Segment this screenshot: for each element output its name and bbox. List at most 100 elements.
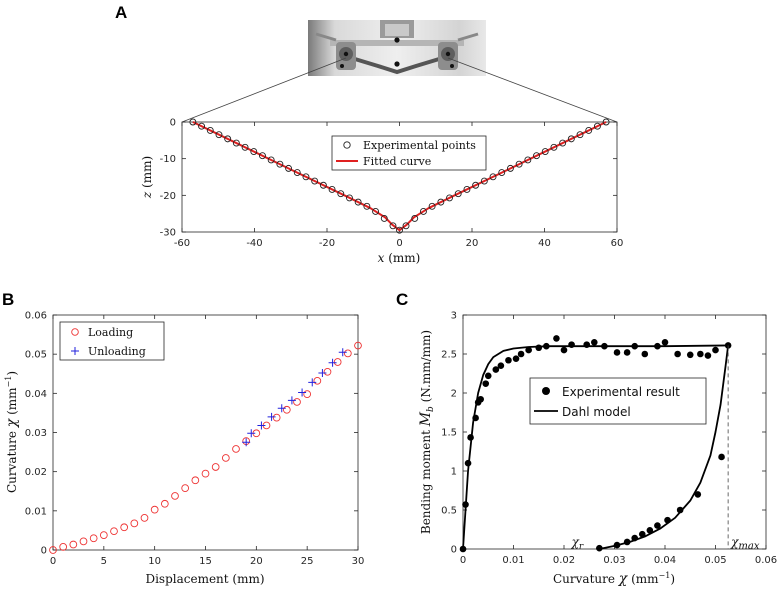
chart-b-data-point	[333, 358, 342, 366]
chart-a-data-point	[372, 208, 380, 215]
chart-a-data-point	[419, 208, 427, 215]
chart-a-data-point	[302, 173, 310, 181]
chart-b-data-point	[313, 376, 322, 385]
chart-c-data-point	[492, 366, 500, 373]
chart-b-xtick-label: 25	[301, 556, 314, 567]
chart-b-ytick-label: 0.05	[25, 350, 47, 361]
chart-c-data-point	[654, 342, 661, 350]
chart-a-data-point	[285, 164, 293, 172]
chart-b-data-point	[298, 388, 307, 397]
chart-c-data-point	[467, 434, 474, 441]
chart-a-legend: Experimental points Fitted curve	[331, 135, 487, 171]
chart-a-data-point	[224, 135, 232, 143]
chart-a-data-point	[380, 214, 388, 222]
chart-b-data-point	[171, 492, 179, 500]
chart-a-ytick-label: -10	[160, 154, 176, 165]
legend-a-marker-experimental	[343, 141, 351, 149]
chart-b-ytick-label: 0.03	[25, 428, 47, 439]
chart-b-data-point	[323, 367, 332, 376]
chart-c-data-point	[674, 350, 681, 358]
chart-c-data-point	[596, 544, 603, 552]
chart-c-data-point	[484, 372, 492, 380]
chart-b-xtick-label: 0	[50, 556, 56, 567]
chart-b-data-point	[201, 469, 210, 478]
chart-b-legend: Loading Unloading	[59, 321, 165, 361]
chart-a-data-point	[267, 156, 275, 164]
chart-a-data-point	[328, 186, 336, 193]
chart-a-data-point	[189, 118, 197, 126]
chart-c-series-line	[462, 344, 729, 550]
chart-b-data-point	[89, 534, 98, 543]
legend-c-label-dahl: Dahl model	[562, 405, 631, 419]
chart-a-data-point	[198, 122, 206, 130]
chart-a-ylabel: z (mm)	[140, 156, 154, 199]
chart-b-data-point	[130, 519, 139, 528]
chart-c-series-line	[599, 345, 730, 550]
chart-c-xtick-label: 0.01	[502, 555, 524, 566]
chart-b-data-point	[232, 445, 240, 453]
chart-b-data-point	[191, 476, 200, 485]
chart-c-data-point	[623, 538, 631, 546]
chart-a-data-point	[585, 126, 593, 134]
chart-b-data-point	[293, 398, 301, 406]
chart-c-data-point	[631, 534, 638, 542]
chart-b-xtick-label: 30	[352, 556, 365, 567]
chart-a-data-point	[354, 198, 362, 206]
chart-a-data-point	[593, 122, 601, 130]
chart-c: 0 0.01 0.02 0.03 0.04 0.05 0.06 0 0.5 1 1.5 2 2.5 3 χ…	[418, 311, 777, 588]
chart-a-data-point	[389, 222, 397, 230]
chart-c-data-point	[664, 516, 671, 524]
chart-a-data-point	[276, 160, 284, 168]
chart-c-ylabel: Bending moment Mb (N.mm/mm)	[418, 330, 436, 534]
chart-b-data-point	[282, 405, 291, 414]
chart-b-data-point	[49, 546, 57, 554]
chart-c-xtick-label: 0.05	[704, 555, 726, 566]
chart-c-data-point	[613, 349, 621, 356]
chart-c-data-point	[661, 339, 669, 346]
chart-a-data-point	[206, 126, 214, 134]
chart-c-data-point	[697, 350, 704, 358]
chart-b-data-point	[354, 341, 362, 350]
chart-a-xtick-label: -40	[246, 238, 262, 249]
chart-c-data-point	[686, 351, 694, 359]
chart-b-data-point	[120, 523, 129, 532]
chart-b-data-point	[318, 368, 327, 377]
chart-a-data-point	[454, 190, 462, 198]
chart-a-data-point	[363, 202, 371, 210]
chart-b-data-point	[277, 404, 286, 413]
chart-b-ytick-label: 0	[41, 546, 47, 557]
chart-b-data-point	[303, 390, 312, 398]
chart-c-data-point	[676, 506, 684, 514]
chart-a-data-point	[541, 148, 549, 155]
chart-a-data-point	[428, 202, 436, 210]
chart-a-data-point	[533, 152, 540, 160]
apparatus-photo	[308, 20, 486, 76]
chart-a-data-point	[311, 177, 319, 185]
chart-a-data-point	[489, 173, 497, 181]
chart-c-ytick-label: 0.5	[441, 506, 457, 517]
chart-a-data-point	[498, 169, 506, 177]
chart-b-xlabel: Displacement (mm)	[145, 572, 264, 586]
chi-r-annotation: χr	[571, 535, 584, 552]
chart-a: -60 -40 -20 0 20 40 60 0 -10 -20 -30 x (mm) z (mm)…	[140, 118, 623, 266]
chart-a-data-point	[396, 226, 403, 234]
chart-c-data-point	[553, 335, 560, 342]
chart-a-xtick-label: 40	[538, 238, 551, 249]
chart-b-data-point	[79, 537, 88, 546]
chart-c-data-point	[472, 414, 479, 422]
chart-a-xlabel: x (mm)	[378, 251, 421, 265]
chi-max-annotation: χmax	[730, 535, 760, 552]
chart-c-data-point	[638, 530, 646, 538]
chart-c-data-point	[623, 349, 631, 356]
zoom-line-left	[181, 57, 347, 123]
chart-a-data-point	[259, 152, 266, 160]
legend-c-marker-experimental	[542, 387, 550, 395]
chart-b-data-point	[59, 543, 68, 551]
chart-a-data-point	[402, 222, 410, 230]
chart-a-ytick-label: -30	[160, 228, 176, 239]
chart-c-data-point	[654, 522, 661, 529]
panel-letter-b: B	[2, 290, 14, 309]
chart-b-data-point	[308, 378, 317, 387]
chart-b-data-point	[140, 514, 149, 522]
chart-b-data-point	[343, 349, 352, 358]
